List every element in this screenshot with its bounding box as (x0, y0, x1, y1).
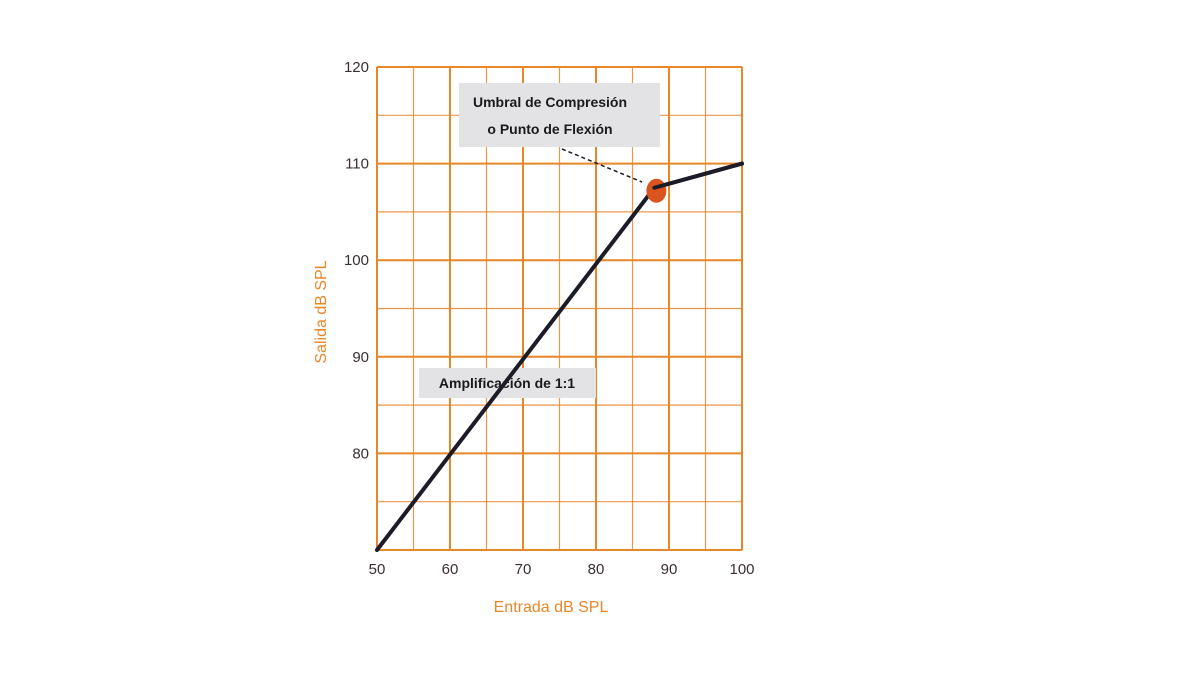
chart-grid (376, 66, 743, 551)
chart-annotations: Umbral de Compresión o Punto de Flexión … (419, 83, 660, 398)
compression-annotation-box (459, 83, 660, 147)
x-tick-label: 50 (369, 561, 386, 578)
x-tick-label: 100 (729, 561, 754, 578)
knee-point-marker (646, 178, 667, 203)
y-tick-label: 80 (352, 445, 369, 462)
y-tick-label: 90 (352, 349, 369, 366)
x-tick-label: 90 (661, 561, 678, 578)
x-tick-label: 80 (588, 561, 605, 578)
x-tick-label: 70 (515, 561, 532, 578)
y-axis-label: Salida dB SPL (313, 260, 330, 363)
series-segment-compression (652, 161, 744, 190)
y-tick-label: 110 (345, 156, 369, 173)
compression-annotation-line1: Umbral de Compresión (473, 94, 627, 110)
compression-annotation-line2: o Punto de Flexión (487, 121, 612, 137)
y-tick-label: 120 (344, 59, 369, 76)
linear-annotation-box (419, 368, 596, 398)
chart-series (375, 161, 744, 552)
y-tick-label: 100 (344, 252, 369, 269)
compression-leader-line (561, 148, 643, 183)
chart-ticks: 50 60 70 80 90 100 80 90 100 110 120 (344, 59, 755, 578)
x-axis-label: Entrada dB SPL (494, 599, 609, 616)
x-tick-label: 60 (442, 561, 459, 578)
